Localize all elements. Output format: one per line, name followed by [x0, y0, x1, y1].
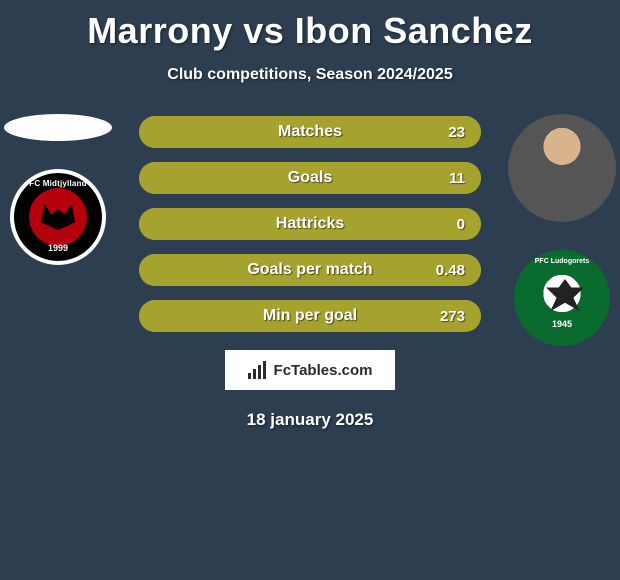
stat-value: 273 — [440, 308, 465, 325]
comparison-area: FC Midtjylland 1999 PFC Ludogorets 1945 … — [0, 114, 620, 430]
stat-bar: Min per goal 273 — [139, 300, 481, 332]
club-year-left: 1999 — [14, 243, 102, 253]
player-avatar-right — [508, 114, 616, 222]
club-crest-right: PFC Ludogorets 1945 — [514, 250, 610, 346]
stat-bar: Goals 11 — [139, 162, 481, 194]
stat-value: 0 — [457, 216, 465, 233]
club-year-right: 1945 — [517, 319, 607, 329]
stat-bars: Matches 23 Goals 11 Hattricks 0 Goals pe… — [139, 114, 481, 332]
stat-bar: Hattricks 0 — [139, 208, 481, 240]
date-text: 18 january 2025 — [0, 410, 620, 430]
club-name-right: PFC Ludogorets — [517, 258, 607, 265]
left-player-column: FC Midtjylland 1999 — [4, 114, 112, 265]
stat-label: Goals — [288, 169, 332, 187]
eagle-icon — [544, 279, 586, 313]
stat-bar: Goals per match 0.48 — [139, 254, 481, 286]
stat-label: Goals per match — [247, 261, 372, 279]
stat-value: 0.48 — [436, 262, 465, 279]
player-avatar-left — [4, 114, 112, 141]
stat-label: Min per goal — [263, 307, 357, 325]
stat-label: Matches — [278, 123, 342, 141]
branding-box: FcTables.com — [225, 350, 395, 390]
stat-value: 23 — [448, 124, 465, 141]
club-name-left: FC Midtjylland — [14, 179, 102, 188]
page-subtitle: Club competitions, Season 2024/2025 — [0, 66, 620, 84]
stat-bar: Matches 23 — [139, 116, 481, 148]
club-crest-left: FC Midtjylland 1999 — [10, 169, 106, 265]
wolf-icon — [41, 204, 75, 230]
barchart-icon — [248, 361, 270, 379]
stat-label: Hattricks — [276, 215, 344, 233]
stat-value: 11 — [449, 170, 465, 187]
page-title: Marrony vs Ibon Sanchez — [0, 0, 620, 52]
player-photo-icon — [508, 114, 616, 222]
branding-text: FcTables.com — [274, 362, 373, 379]
right-player-column: PFC Ludogorets 1945 — [508, 114, 616, 346]
